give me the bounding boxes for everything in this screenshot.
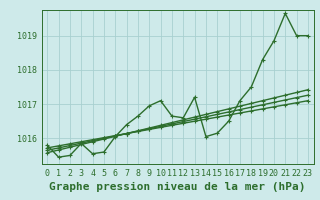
X-axis label: Graphe pression niveau de la mer (hPa): Graphe pression niveau de la mer (hPa): [49, 182, 306, 192]
